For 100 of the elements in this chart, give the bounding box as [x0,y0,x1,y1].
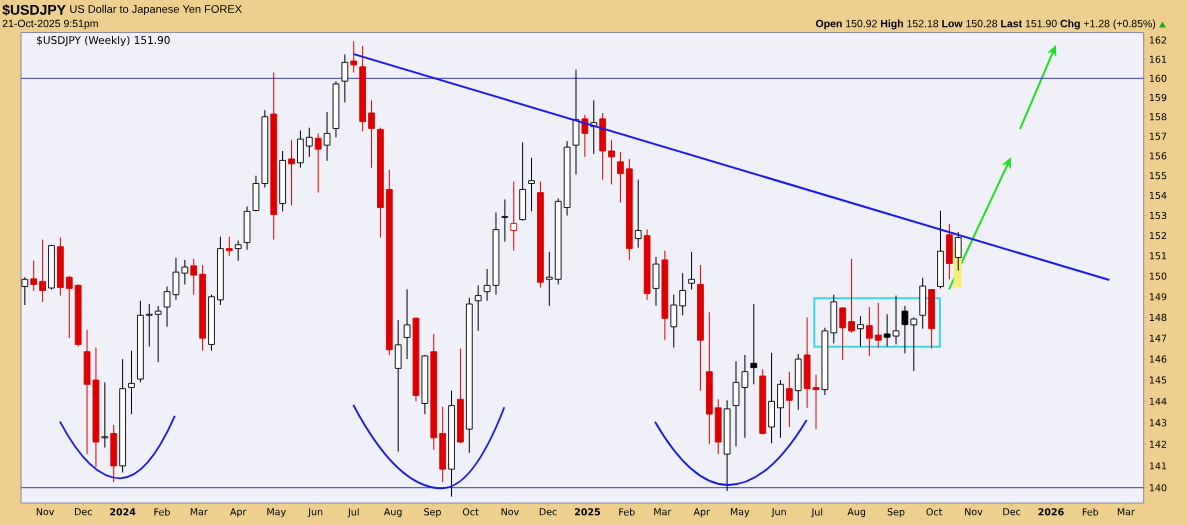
candlestick [288,139,295,206]
candlestick [608,139,615,185]
y-tick-label: 146 [1149,355,1167,363]
x-tick-label: Jul [811,508,823,518]
candlestick [634,179,642,249]
candlestick [848,258,855,334]
x-tick-label: May [730,508,750,518]
y-tick-label: 157 [1149,132,1167,140]
x-tick-label: Jun [307,508,323,518]
candlestick [901,305,909,354]
candlestick [65,275,73,339]
y-tick-label: 153 [1149,211,1167,220]
x-tick-label: Apr [693,508,710,518]
y-tick-label: 144 [1149,397,1167,405]
candlestick [145,303,153,347]
x-tick-label: Nov [965,508,983,516]
y-tick-label: 154 [1149,191,1167,200]
y-tick-label: 147 [1149,334,1167,342]
x-tick-label: Dec [74,508,92,516]
candlestick [857,315,864,347]
candlestick [474,284,482,332]
y-tick-label: 160 [1149,74,1167,82]
candlestick [910,316,918,372]
x-tick-label: 2024 [110,508,136,516]
candlestick [154,305,162,363]
candlestick [874,302,882,349]
y-tick-label: 152 [1149,232,1167,240]
y-tick-label: 151 [1149,252,1167,260]
x-tick-label: Aug [383,508,402,518]
candlestick [225,236,233,257]
x-tick-label: Sep [424,508,441,518]
x-tick-label: Oct [462,508,479,516]
candlestick [617,151,624,204]
x-tick-label: Mar [654,508,672,516]
y-tick-label: 162 [1149,36,1167,44]
x-tick-label: Feb [1082,508,1099,516]
y-tick-label: 150 [1149,272,1167,280]
x-tick-label: Nov [501,508,519,516]
x-tick-label: Dec [539,508,557,516]
candlestick [777,379,784,439]
candlestick [21,276,29,306]
annotation: $USDJPY (Weekly) 151.90 [37,35,170,47]
candlestick [785,371,793,428]
candlestick [323,111,331,162]
x-tick-label: Oct [926,508,943,516]
candlestick [528,157,535,212]
y-tick-label: 149 [1149,293,1167,301]
candlestick [368,99,375,169]
x-tick-label: Aug [847,508,866,518]
candlestick [128,350,135,415]
y-tick-label: 142 [1149,440,1167,448]
x-tick-label: Jun [771,508,786,518]
y-tick-label: 161 [1149,55,1167,63]
y-tick-label: 145 [1149,376,1167,384]
y-tick-label: 158 [1149,113,1167,121]
y-tick-label: 148 [1149,313,1167,322]
x-tick-label: Apr [230,508,247,518]
candlestick [510,181,518,252]
x-tick-label: Dec [1003,508,1021,516]
candlestick [688,251,695,291]
candlestick [865,306,873,357]
candlestick [679,272,687,316]
candlestick [670,294,678,349]
x-tick-label: Nov [36,508,55,516]
text: Open 150.92 High 152.18 Low 150.28 Last 151.90 Chg +1.28 (+0.85%) [815,19,1156,30]
candlestick [297,129,304,169]
x-tick-label: 2025 [574,508,600,516]
x-tick-label: 2026 [1038,508,1064,516]
x-tick-label: Mar [190,508,208,516]
text: 21-Oct-2025 9:51pm [2,19,98,30]
chart-subtitle: US Dollar to Japanese Yen FOREX [70,4,242,16]
y-tick-label: 143 [1149,419,1167,427]
y-tick-label: 141 [1149,462,1167,470]
candlestick [350,40,358,73]
candlestick [101,381,109,448]
x-tick-label: May [267,508,286,518]
candlestick [234,240,242,262]
chart-title: $USDJPY [2,4,66,16]
candlestick [501,198,509,243]
x-tick-label: Jul [347,508,359,518]
candlestick [403,288,411,360]
candlestick [839,306,847,361]
y-tick-label: 156 [1149,152,1167,160]
y-tick-label: 140 [1149,484,1167,492]
y-tick-label: 155 [1149,172,1167,180]
candlestick [581,114,589,158]
candlestick [394,319,402,453]
x-tick-label: Mar [1117,508,1135,516]
y-tick-label: 159 [1149,93,1167,102]
x-tick-label: Sep [887,508,905,518]
candlestick [39,239,46,303]
candlestick [190,258,198,296]
candlestick [341,53,349,103]
candlestick [545,251,553,307]
x-tick-label: Feb [619,508,635,516]
candlestick [30,260,38,292]
candlestick [305,127,313,158]
candlestick [314,132,322,194]
x-tick-label: Feb [154,508,170,516]
candlestick [750,303,758,385]
